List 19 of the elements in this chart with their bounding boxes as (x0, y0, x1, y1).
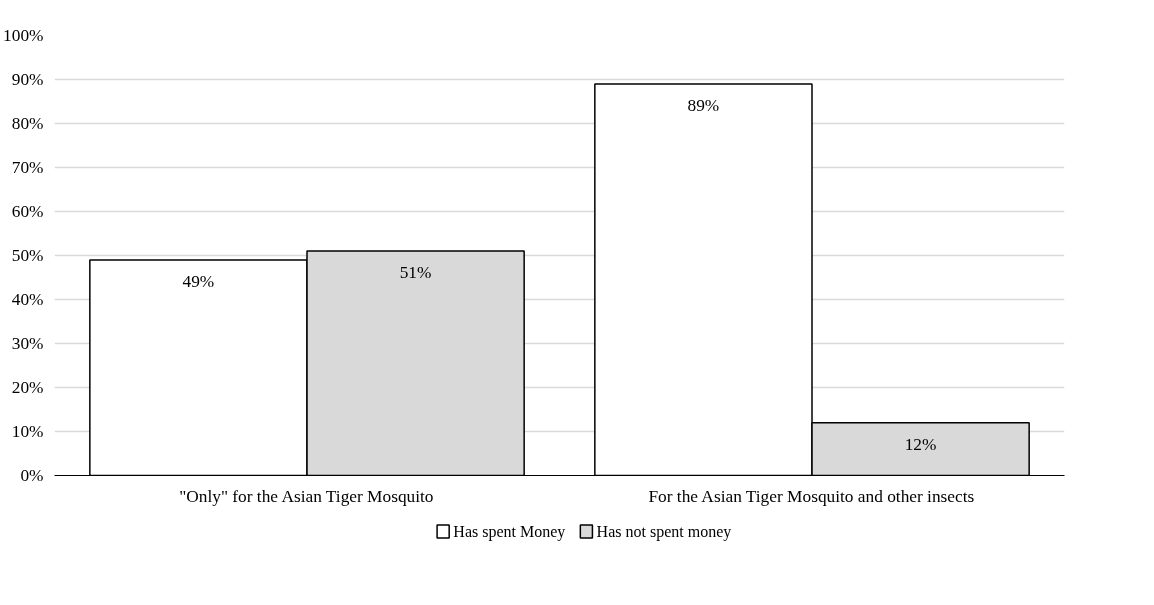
legend-label: Has spent Money (453, 523, 566, 541)
x-tick-label: "Only" for the Asian Tiger Mosquito (179, 486, 434, 506)
y-tick-label: 70% (11, 158, 44, 177)
legend-label: Has not spent money (596, 523, 732, 541)
y-tick-label: 40% (11, 290, 44, 309)
y-tick-label: 50% (11, 246, 44, 265)
y-tick-label: 30% (11, 334, 44, 353)
x-tick-label: For the Asian Tiger Mosquito and other insects (648, 486, 975, 506)
y-tick-label: 60% (11, 202, 44, 221)
data-label: 51% (399, 263, 432, 283)
y-tick-label: 20% (11, 378, 44, 397)
y-tick-label: 10% (11, 422, 44, 441)
y-tick-label: 90% (11, 70, 44, 89)
y-tick-label: 0% (20, 466, 44, 485)
y-tick-label: 80% (11, 114, 44, 133)
data-label: 89% (687, 95, 720, 115)
data-label: 49% (182, 271, 215, 291)
y-tick-label: 100% (3, 26, 44, 45)
data-label: 12% (904, 434, 937, 454)
